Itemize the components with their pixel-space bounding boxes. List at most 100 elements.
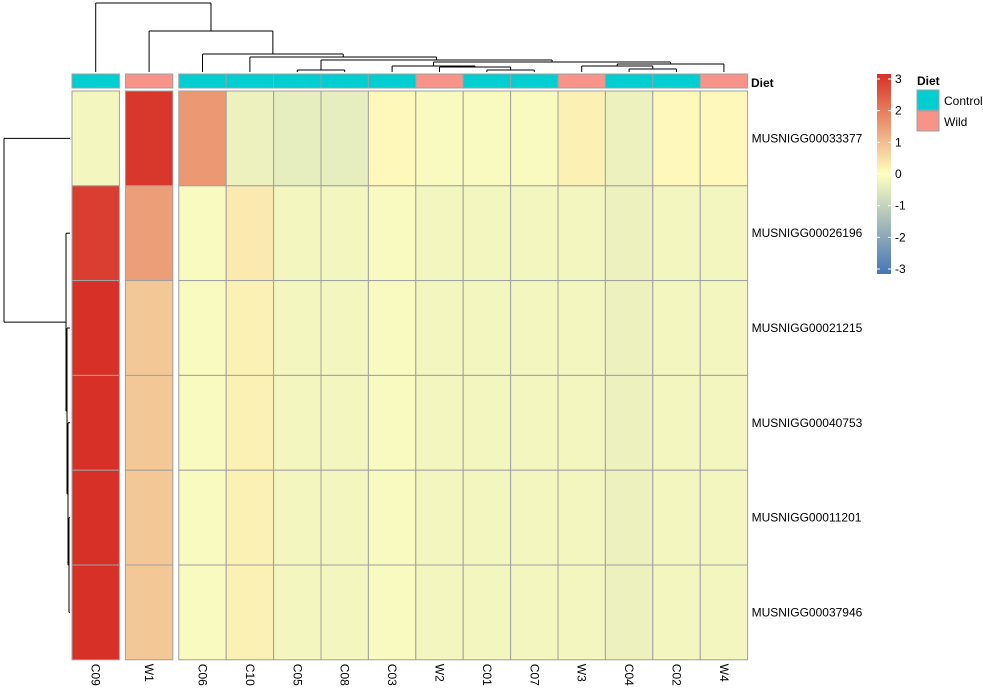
annotation-cell [415,73,464,89]
diet-legend-label: Wild [944,115,967,129]
row-label: MUSNIGG00021215 [752,321,863,335]
heatmap-cell [273,90,322,187]
heatmap-cell [320,564,369,661]
heatmap-cell [415,469,464,566]
heatmap-cell [462,90,512,187]
heatmap-cell [273,280,322,376]
heatmap-cell [178,564,227,661]
heatmap-cell [652,280,701,376]
heatmap-cell [367,185,417,282]
row-dendrogram [3,137,70,613]
annotation-cell [699,73,749,89]
annotation-cell [71,73,120,89]
heatmap-cell [367,280,417,376]
diet-legend: Diet Control Wild [916,74,983,132]
heatmap-cell [273,469,322,566]
color-scale-tick-label: 0 [895,167,902,181]
heatmap-cell [604,374,654,471]
annotation-cell [604,73,654,89]
heatmap-cell [124,280,174,376]
annotation-cell [225,73,275,89]
heatmap-cell [225,90,275,187]
color-scale-tick-label: -3 [895,262,906,276]
heatmap-cell [510,374,559,471]
heatmap-cell [124,374,174,471]
heatmap-cell [71,469,120,566]
heatmap-cell [604,280,654,376]
row-labels: MUSNIGG00033377 MUSNIGG00026196 MUSNIGG000… [752,131,863,619]
column-label: C07 [527,664,541,686]
heatmap-cell [462,374,512,471]
heatmap-cell [367,374,417,471]
column-label: C01 [480,664,494,686]
heatmap-cell [178,374,227,471]
column-label: C06 [196,664,210,686]
heatmap-cell [71,185,120,282]
annotation-cell [124,73,174,89]
annotation-cell [273,73,322,89]
color-scale-tick-label: 2 [895,104,902,118]
heatmap-cell [320,90,369,187]
column-label: C03 [385,664,399,686]
color-scale-tick-label: 1 [895,135,902,149]
annotation-cell [462,73,512,89]
heatmap-cell [178,90,227,187]
heatmap-cell [320,469,369,566]
heatmap-cell [415,90,464,187]
diet-legend-swatch [916,89,940,111]
column-label: C08 [338,664,352,686]
heatmap-cell [124,564,174,661]
heatmap-cell [699,280,749,376]
diet-legend-title: Diet [917,74,940,88]
heatmap-cell [273,374,322,471]
heatmap-cell [415,280,464,376]
heatmap-cell [71,374,120,471]
column-label: C10 [243,664,257,686]
heatmap-cell [557,374,606,471]
heatmap-cell [652,90,701,187]
heatmap-cell [320,374,369,471]
heatmap-cell [225,185,275,282]
heatmap-cell [273,564,322,661]
heatmap-cell [462,469,512,566]
heatmap-cell [367,469,417,566]
heatmap-cell [604,469,654,566]
column-label: W1 [142,664,156,682]
heatmap-cell [510,564,559,661]
heatmap-cell [557,469,606,566]
column-label: C09 [89,664,103,686]
row-label: MUSNIGG00040753 [752,416,863,430]
annotation-cell [557,73,606,89]
heatmap-cell [510,469,559,566]
annotation-cell [510,73,559,89]
column-label: W4 [717,664,731,682]
heatmap-cell [367,90,417,187]
annotation-cell [367,73,417,89]
heatmap-cell [178,280,227,376]
heatmap-cell [367,564,417,661]
annotation-title: Diet [751,76,774,90]
heatmap-cell [225,469,275,566]
heatmap-cell [510,90,559,187]
color-scale-tick-label: 3 [895,72,902,86]
column-label: W3 [575,664,589,682]
heatmap-cell [652,564,701,661]
column-labels: C09 W1 C06 C10 C05 C08 C03 W2 C01 C07 W3 C04 C02 W4 [89,664,731,686]
column-dendrogram [95,2,725,72]
heatmap-cell [462,280,512,376]
heatmap-cell [124,185,174,282]
heatmap-cell [415,374,464,471]
heatmap-cell [273,185,322,282]
color-scale-bar [877,74,891,274]
heatmap-cell [462,564,512,661]
column-label: C04 [622,664,636,686]
row-label: MUSNIGG00033377 [752,131,863,145]
heatmap-cell [178,185,227,282]
color-scale-legend: 3 2 1 0 -1 -2 -3 [877,72,906,276]
annotation-cell [652,73,701,89]
diet-legend-swatch [916,110,940,132]
heatmap-cell [557,564,606,661]
row-label: MUSNIGG00037946 [752,605,863,619]
heatmap-cell [415,564,464,661]
